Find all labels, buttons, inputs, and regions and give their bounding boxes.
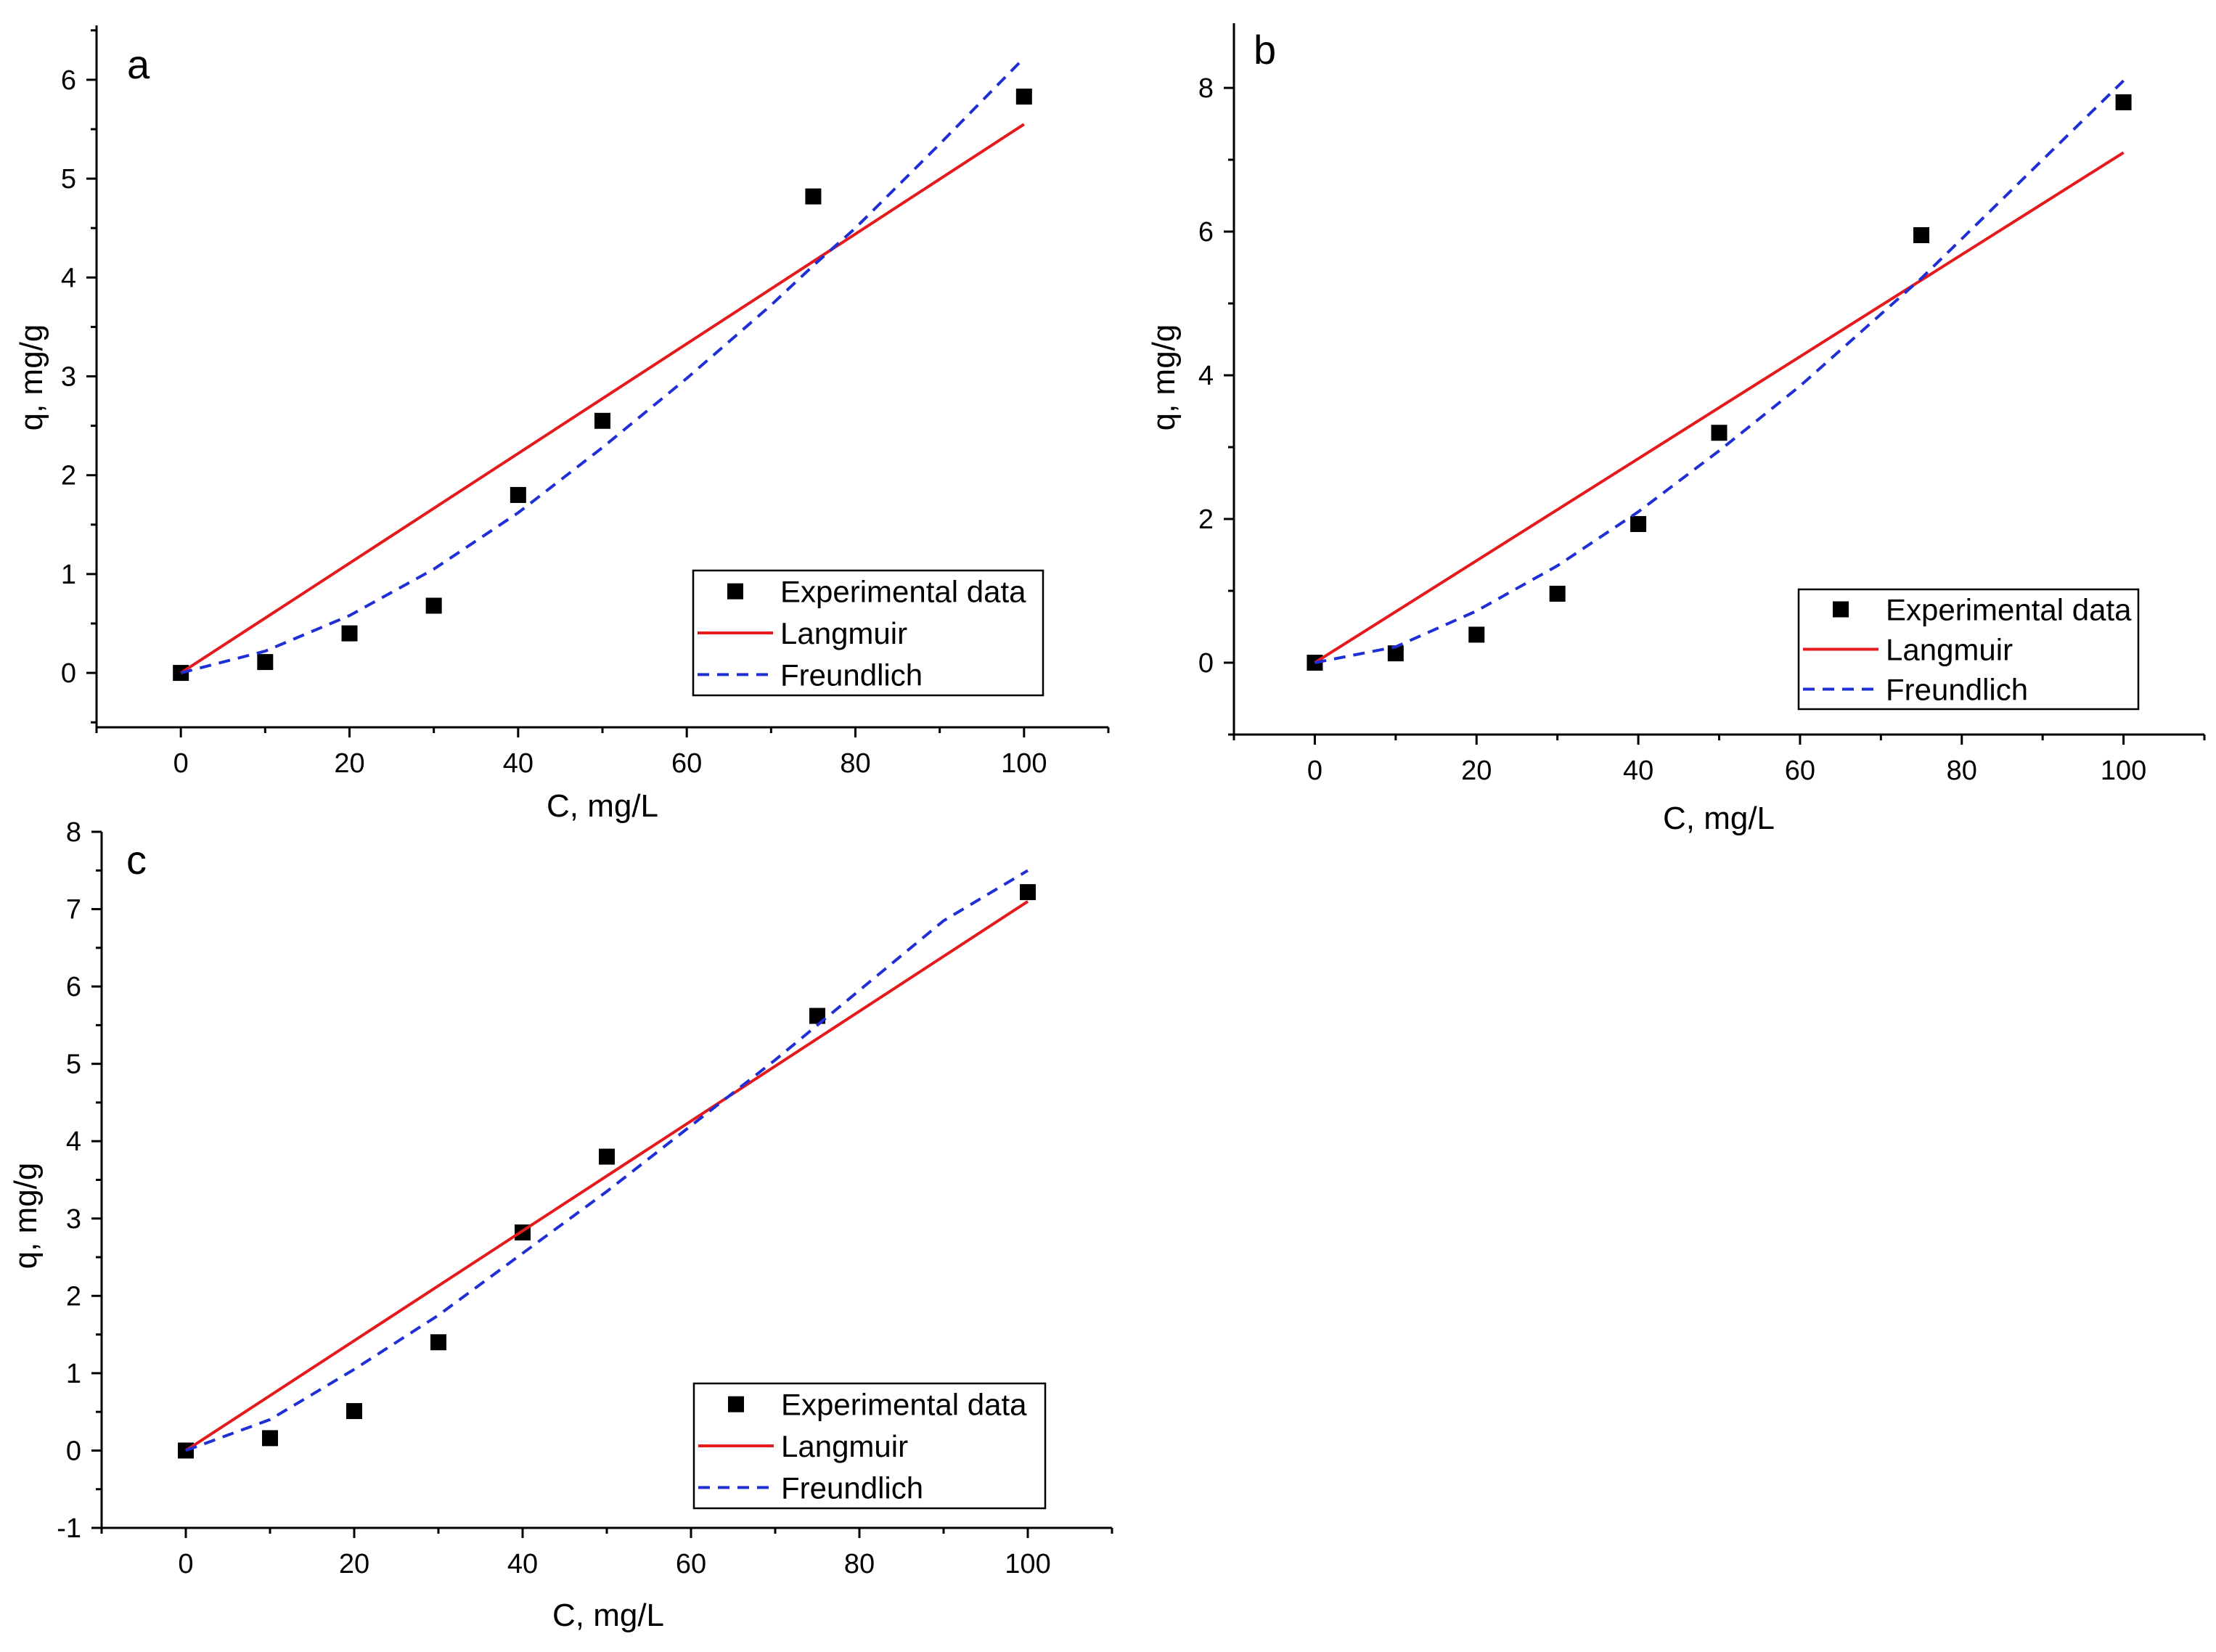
y-axis-title: q, mg/g	[14, 324, 49, 431]
legend-marker-experimental	[1833, 601, 1849, 618]
legend: Experimental data Langmuir Freundlich	[692, 569, 1044, 697]
panel-label: a	[127, 41, 150, 87]
x-tick-label: 40	[507, 1549, 538, 1579]
y-tick-label: 0	[1198, 648, 1214, 679]
x-tick-label: 100	[1001, 748, 1047, 779]
freundlich-line	[185, 869, 1029, 1452]
experimental-series	[173, 89, 1032, 682]
legend-label: Langmuir	[1886, 633, 2013, 667]
freundlich-line	[1315, 79, 2125, 664]
x-tick-label: 60	[1785, 756, 1815, 786]
experimental-point	[510, 486, 526, 503]
y-tick-label: 8	[66, 817, 81, 848]
x-tick-label: 20	[334, 748, 364, 779]
experimental-point	[805, 188, 822, 205]
y-axis-title: q, mg/g	[8, 1163, 44, 1269]
experimental-point	[1020, 884, 1036, 901]
legend-label: Experimental data	[781, 1388, 1027, 1422]
x-tick-label: 60	[671, 748, 702, 779]
experimental-point	[341, 625, 358, 642]
experimental-series	[1307, 94, 2132, 671]
x-tick-label: 0	[1307, 756, 1322, 786]
y-tick-label: 6	[61, 65, 76, 96]
freundlich-line	[180, 57, 1026, 675]
y-tick-label: 4	[1198, 361, 1214, 391]
y-tick-label: 8	[1198, 73, 1214, 104]
langmuir-line	[184, 900, 1029, 1452]
x-tick-label: 20	[1461, 756, 1492, 786]
experimental-point	[594, 412, 610, 429]
y-tick-label: 6	[66, 972, 81, 1002]
x-axis-title: C, mg/L	[552, 1598, 664, 1633]
experimental-point	[1015, 89, 1032, 105]
legend-label: Langmuir	[780, 616, 907, 650]
x-tick-label: 40	[1623, 756, 1653, 786]
experimental-point	[425, 597, 442, 614]
panel-label: b	[1254, 27, 1276, 73]
panel-a: 0 20 40 60 80 100 0 1 2 3 4 5 6 C, mg/L q, mg/g a Experi…	[14, 25, 1110, 824]
experimental-point	[1468, 626, 1485, 643]
langmuir-line	[1314, 151, 2125, 664]
y-tick-label: 1	[61, 560, 76, 590]
experimental-point	[1630, 515, 1647, 532]
legend: Experimental data Langmuir Freundlich	[692, 1382, 1047, 1510]
experimental-point	[262, 1430, 278, 1447]
legend-label: Freundlich	[780, 658, 923, 692]
y-tick-label: 3	[66, 1204, 81, 1235]
langmuir-line	[180, 123, 1025, 674]
x-tick-label: 80	[844, 1549, 875, 1579]
experimental-point	[257, 654, 274, 671]
y-tick-label: 5	[61, 164, 76, 195]
legend-label: Langmuir	[781, 1429, 908, 1463]
y-tick-label: -1	[57, 1513, 81, 1544]
experimental-point	[599, 1148, 615, 1165]
x-tick-label: 60	[676, 1549, 706, 1579]
experimental-point	[1913, 227, 1930, 244]
y-tick-label: 4	[61, 263, 76, 293]
legend-label: Experimental data	[1886, 593, 2132, 627]
experimental-point	[178, 1442, 194, 1459]
legend-marker-experimental	[727, 583, 743, 600]
x-tick-label: 20	[339, 1549, 369, 1579]
y-tick-label: 6	[1198, 217, 1214, 248]
experimental-point	[430, 1334, 446, 1351]
legend-label: Freundlich	[1886, 673, 2028, 707]
experimental-point	[346, 1403, 362, 1420]
y-tick-label: 2	[61, 461, 76, 491]
legend: Experimental data Langmuir Freundlich	[1797, 588, 2140, 711]
experimental-point	[1387, 645, 1404, 662]
x-tick-label: 0	[173, 748, 189, 779]
experimental-point	[2115, 94, 2132, 110]
y-tick-label: 0	[61, 658, 76, 689]
y-tick-label: 2	[1198, 504, 1214, 535]
x-tick-label: 80	[840, 748, 870, 779]
experimental-point	[809, 1007, 825, 1024]
y-tick-label: 2	[66, 1281, 81, 1312]
legend-label: Experimental data	[780, 575, 1026, 609]
x-tick-label: 0	[178, 1549, 193, 1579]
panel-b: 0 20 40 60 80 100 0 2 4 6 8 C, mg/L q, mg/g b Experime…	[1146, 23, 2206, 836]
experimental-point	[1711, 425, 1728, 441]
y-tick-label: 0	[66, 1436, 81, 1466]
panel-label: c	[126, 837, 147, 883]
x-tick-label: 80	[1947, 756, 1977, 786]
x-axis-title: C, mg/L	[1663, 801, 1775, 836]
legend-label: Freundlich	[781, 1471, 923, 1505]
y-tick-label: 7	[66, 895, 81, 925]
x-tick-label: 100	[2101, 756, 2146, 786]
y-tick-label: 5	[66, 1050, 81, 1080]
experimental-point	[1549, 585, 1566, 602]
y-tick-label: 3	[61, 362, 76, 393]
x-axis-title: C, mg/L	[547, 788, 658, 824]
x-tick-label: 40	[503, 748, 533, 779]
y-tick-label: 1	[66, 1359, 81, 1389]
y-tick-label: 4	[66, 1126, 81, 1157]
x-tick-label: 100	[1005, 1549, 1050, 1579]
y-axis-title: q, mg/g	[1146, 324, 1182, 431]
panel-c: 0 20 40 60 80 100 -1 0 1 2 3 4 5 6 7 8 C, mg/L q, mg/g c Ex…	[8, 817, 1113, 1633]
legend-marker-experimental	[728, 1396, 744, 1412]
